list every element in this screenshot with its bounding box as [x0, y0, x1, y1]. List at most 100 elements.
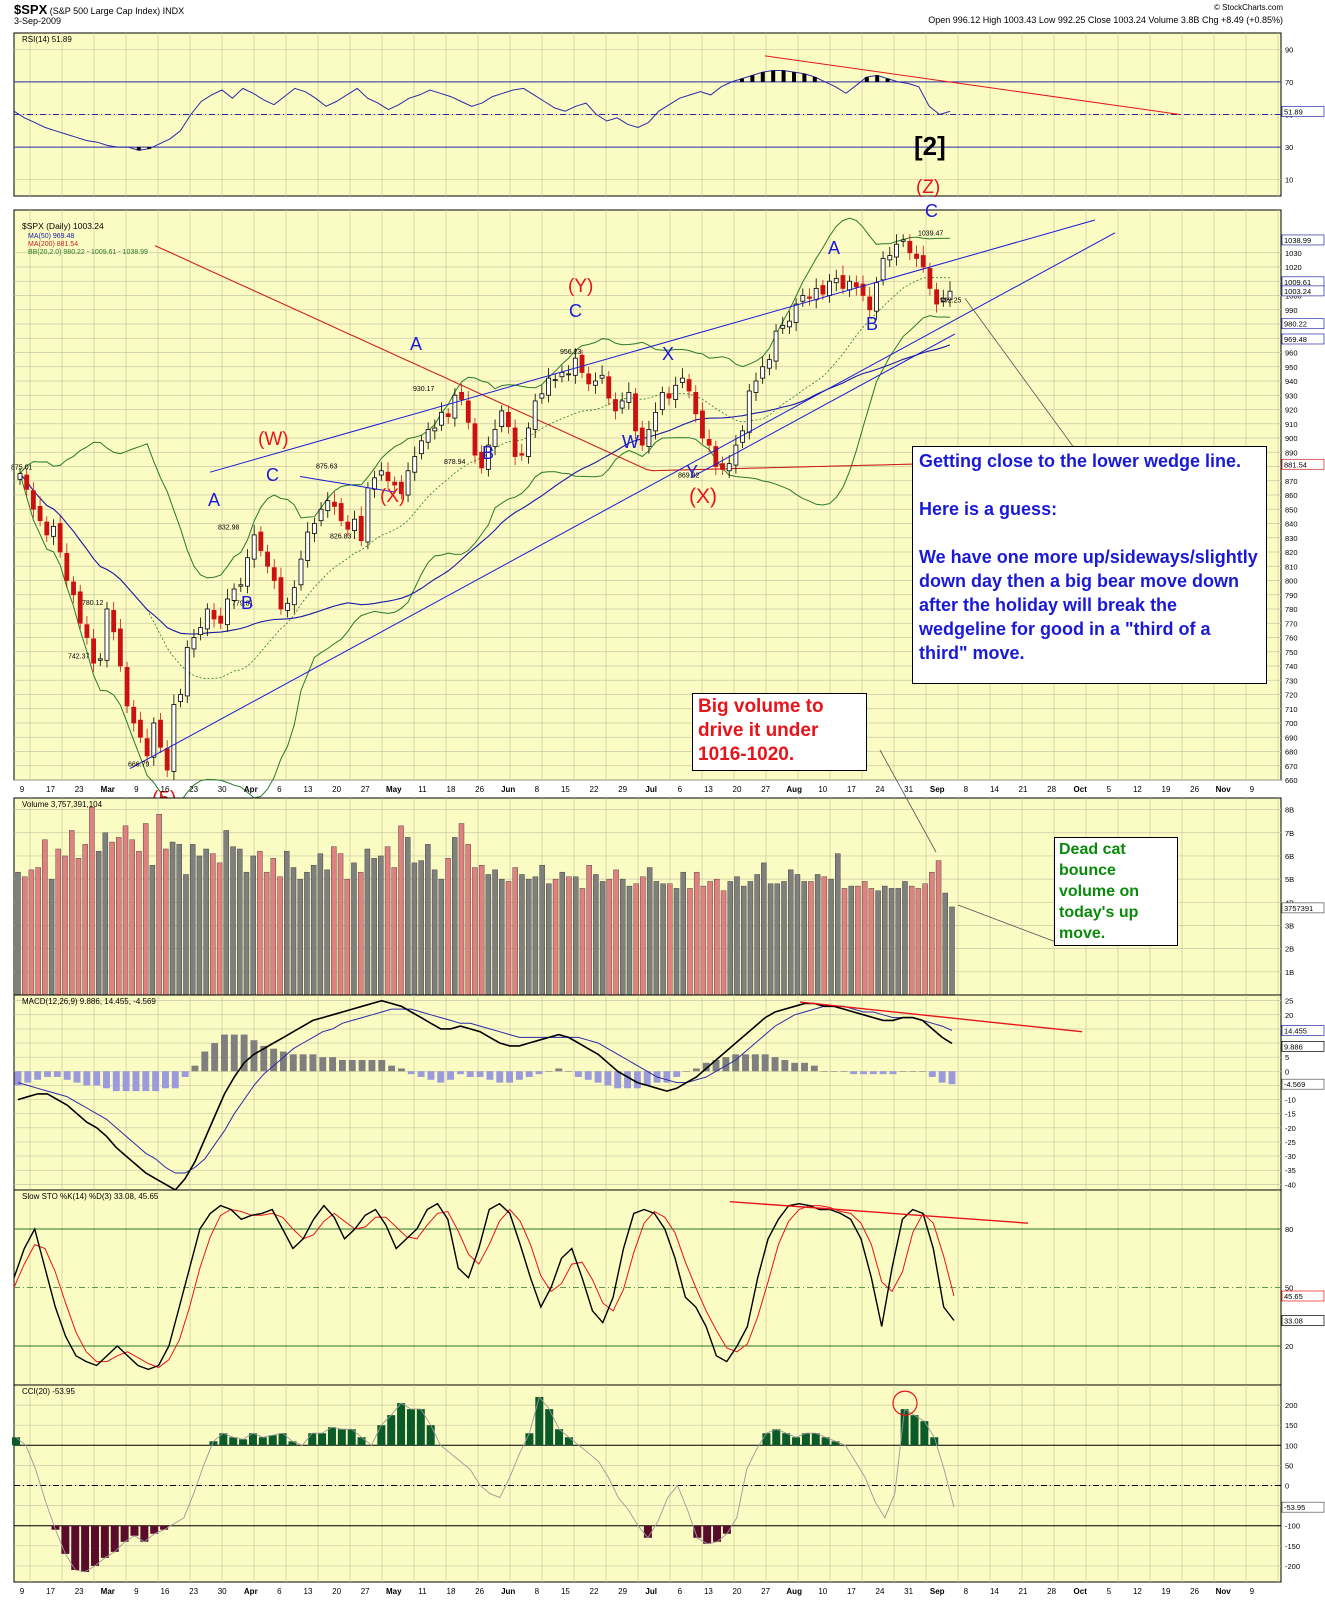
volume-bar	[478, 865, 485, 996]
price-tick-label: 670	[1285, 762, 1298, 771]
macd-histogram-bar	[751, 1054, 759, 1072]
macd-histogram-bar	[378, 1060, 386, 1072]
candle-body	[30, 490, 36, 510]
wedge-lower-line	[129, 232, 1116, 770]
x-axis-label-bottom: 21	[1019, 1587, 1028, 1596]
x-axis-label-bottom: 20	[332, 1587, 341, 1596]
candle-body	[298, 558, 304, 586]
macd-histogram-bar	[171, 1071, 179, 1089]
macd-histogram-bar	[230, 1034, 238, 1072]
macd-histogram-bar	[270, 1048, 278, 1072]
x-axis-label-price: 27	[761, 785, 770, 794]
macd-tick-label: -25	[1285, 1138, 1296, 1147]
candle-body	[439, 411, 444, 426]
macd-histogram-bar	[181, 1071, 189, 1077]
volume-bar	[357, 871, 364, 996]
x-axis-label-bottom: Nov	[1216, 1587, 1232, 1596]
x-axis-label-bottom: 27	[761, 1587, 770, 1596]
price-point-label: 666.79	[128, 761, 150, 768]
candle-body	[124, 667, 130, 707]
ma200-line	[154, 245, 951, 472]
macd-tick-label: -40	[1285, 1180, 1296, 1189]
candle-body	[164, 748, 170, 771]
candle-body	[914, 253, 919, 259]
cci-tick-label: -200	[1285, 1562, 1300, 1571]
dead-cat-note-line: Dead cat	[1059, 841, 1126, 858]
wave-label: C	[266, 465, 279, 485]
volume-bar	[660, 883, 666, 996]
x-axis-label-bottom: 29	[618, 1587, 627, 1596]
x-axis-label-bottom: 23	[189, 1587, 198, 1596]
macd-histogram-bar	[928, 1071, 936, 1077]
x-axis-label-price: 16	[161, 785, 170, 794]
volume-bar	[116, 837, 122, 996]
rsi-line	[13, 70, 951, 151]
source-credit: © StockCharts.com	[1213, 3, 1283, 12]
x-axis-label-bottom: 24	[876, 1587, 885, 1596]
candle-body	[766, 359, 772, 369]
volume-title: Volume 3,757,391,104	[22, 800, 103, 809]
ma50-line	[19, 344, 951, 635]
price-tick-label: 850	[1285, 505, 1298, 514]
macd-histogram-bar	[280, 1051, 287, 1072]
candle-body	[71, 581, 76, 596]
x-axis-label-price: 6	[678, 785, 683, 794]
x-axis-label-price: 27	[361, 785, 370, 794]
macd-histogram-bar	[909, 1071, 917, 1072]
candle-body	[780, 325, 786, 329]
x-axis-label-price: 20	[332, 785, 341, 794]
macd-histogram-bar	[358, 1060, 366, 1072]
macd-histogram-bar	[211, 1043, 219, 1072]
volume-bar	[512, 867, 518, 996]
candle-body	[184, 647, 190, 697]
volume-bar	[95, 851, 102, 996]
candle-body	[506, 411, 511, 428]
price-tick-label: 890	[1285, 448, 1298, 457]
candle-body	[820, 285, 826, 295]
x-axis-label-price: 26	[475, 785, 484, 794]
volume-bar	[69, 830, 75, 996]
volume-bar	[364, 848, 371, 996]
rsi-tag-box	[1281, 106, 1325, 117]
x-axis-label-bottom: 17	[46, 1587, 55, 1596]
macd-histogram-bar	[240, 1034, 248, 1072]
volume-bar	[519, 874, 525, 996]
candle-body	[445, 413, 451, 418]
macd-panel: 2520151050-5-10-15-20-25-30-35-40MACD(12…	[13, 994, 1325, 1192]
candle-body	[673, 384, 679, 400]
macd-tick-label: -35	[1285, 1166, 1296, 1175]
candle-body	[91, 638, 97, 664]
stochastic-tag: 33.08	[1284, 1316, 1303, 1325]
volume-bar	[317, 853, 324, 996]
candle-body	[867, 296, 873, 311]
x-axis-label-bottom: Sep	[930, 1587, 945, 1596]
ma200-legend: MA(200) 881.54	[28, 241, 78, 248]
volume-bar	[855, 885, 861, 996]
macd-signal-line	[17, 1005, 953, 1174]
price-point-label: 1039.47	[918, 230, 943, 237]
x-axis-label-bottom: 26	[475, 1587, 484, 1596]
volume-tag: 3757391	[1284, 904, 1313, 913]
price-point-label: 956.23	[560, 349, 582, 356]
x-axis-label-price: 8	[964, 785, 969, 794]
x-axis-label-price: Apr	[244, 785, 258, 794]
candle-body	[104, 608, 110, 661]
volume-bar	[525, 878, 532, 996]
candle-body	[927, 268, 933, 289]
macd-histogram-bar	[103, 1071, 110, 1089]
macd-histogram-bar	[712, 1060, 720, 1072]
candle-body	[117, 628, 123, 667]
price-tick-label: 800	[1285, 577, 1298, 586]
x-axis-label-bottom: 13	[704, 1587, 713, 1596]
candle-body	[833, 277, 839, 284]
macd-histogram-bar	[919, 1071, 926, 1072]
x-axis-label-price: Nov	[1216, 785, 1232, 794]
macd-histogram-bar	[801, 1062, 808, 1072]
macd-histogram-bar	[53, 1071, 61, 1077]
price-tick-label: 870	[1285, 477, 1298, 486]
macd-histogram-bar	[368, 1060, 376, 1072]
macd-histogram-bar	[692, 1068, 700, 1072]
candle-body	[840, 275, 846, 289]
chart-header-title: $SPX (S&P 500 Large Cap Index) INDX	[14, 2, 184, 17]
macd-histogram-bar	[820, 1071, 828, 1072]
